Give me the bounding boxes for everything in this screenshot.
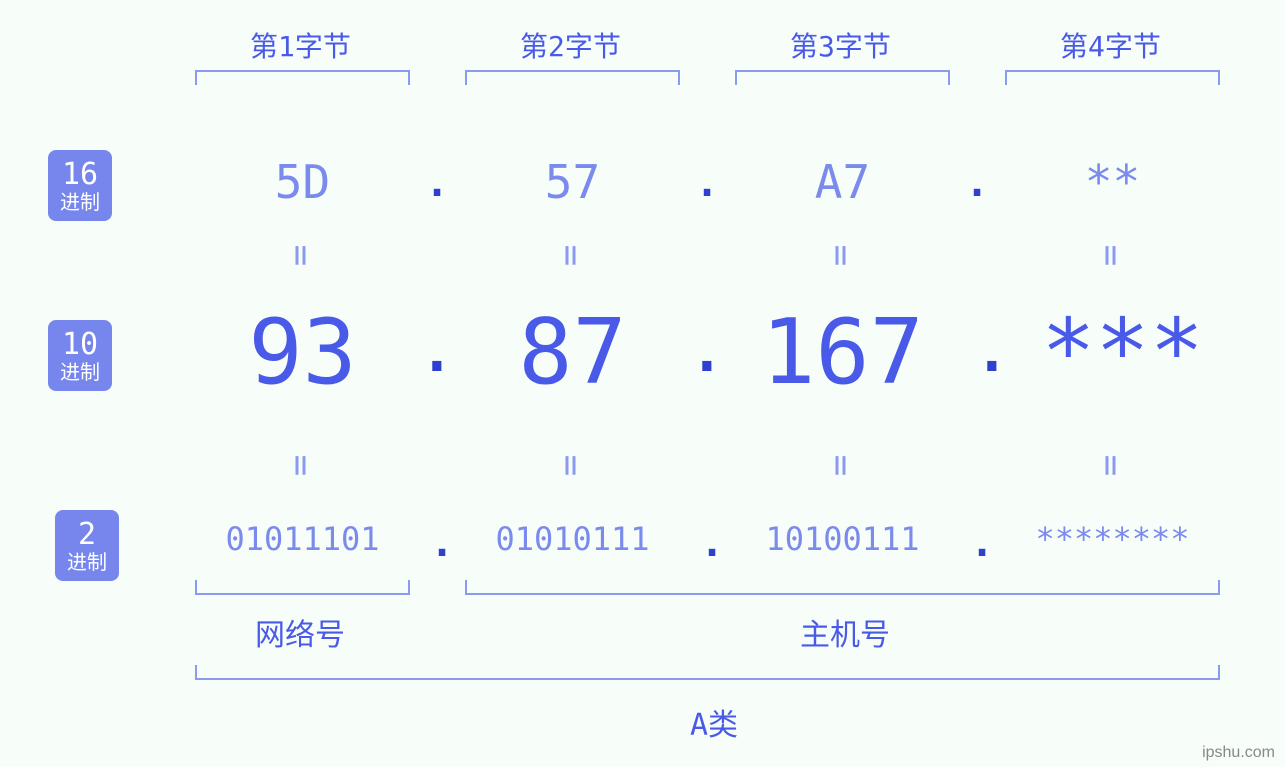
bin-byte-3: 10100111	[725, 520, 960, 558]
hex-byte-1: 5D	[195, 155, 410, 209]
host-label: 主机号	[800, 610, 890, 654]
bottom-bracket-network	[195, 580, 410, 595]
top-bracket-1	[195, 70, 410, 85]
equals-dec-bin-3: =	[820, 455, 861, 477]
byte-header-1: 第1字节	[250, 25, 351, 65]
dec-byte-1: 93	[195, 300, 410, 405]
equals-hex-dec-4: =	[1090, 245, 1131, 267]
radix-badge-dec: 10 进制	[48, 320, 112, 391]
equals-hex-dec-2: =	[550, 245, 591, 267]
watermark: ipshu.com	[1202, 744, 1275, 762]
top-bracket-3	[735, 70, 950, 85]
equals-dec-bin-1: =	[280, 455, 321, 477]
hex-dot-2: .	[695, 160, 719, 206]
bin-byte-4: ********	[995, 520, 1230, 558]
hex-byte-3: A7	[735, 155, 950, 209]
radix-bin-number: 2	[67, 518, 107, 551]
bin-byte-2: 01010111	[455, 520, 690, 558]
top-bracket-2	[465, 70, 680, 85]
equals-hex-dec-3: =	[820, 245, 861, 267]
dec-byte-3: 167	[715, 300, 970, 405]
radix-dec-number: 10	[60, 328, 100, 361]
hex-dot-1: .	[425, 160, 449, 206]
dec-dot-3: .	[975, 320, 1009, 385]
equals-dec-bin-4: =	[1090, 455, 1131, 477]
radix-hex-number: 16	[60, 158, 100, 191]
bin-dot-3: .	[970, 520, 994, 566]
dec-byte-4: ***	[1005, 300, 1240, 405]
byte-header-2: 第2字节	[520, 25, 621, 65]
dec-dot-2: .	[690, 320, 724, 385]
radix-dec-label: 进制	[60, 361, 100, 383]
dec-byte-2: 87	[465, 300, 680, 405]
network-label: 网络号	[255, 610, 345, 654]
hex-dot-3: .	[965, 160, 989, 206]
bin-dot-1: .	[430, 520, 454, 566]
hex-byte-4: **	[1005, 155, 1220, 209]
dec-dot-1: .	[420, 320, 454, 385]
bottom-bracket-host	[465, 580, 1220, 595]
radix-bin-label: 进制	[67, 551, 107, 573]
byte-header-3: 第3字节	[790, 25, 891, 65]
bin-byte-1: 01011101	[185, 520, 420, 558]
class-label: A类	[690, 700, 738, 744]
bottom-bracket-class	[195, 665, 1220, 680]
radix-badge-bin: 2 进制	[55, 510, 119, 581]
hex-byte-2: 57	[465, 155, 680, 209]
radix-badge-hex: 16 进制	[48, 150, 112, 221]
radix-hex-label: 进制	[60, 191, 100, 213]
bin-dot-2: .	[700, 520, 724, 566]
top-bracket-4	[1005, 70, 1220, 85]
equals-dec-bin-2: =	[550, 455, 591, 477]
equals-hex-dec-1: =	[280, 245, 321, 267]
byte-header-4: 第4字节	[1060, 25, 1161, 65]
